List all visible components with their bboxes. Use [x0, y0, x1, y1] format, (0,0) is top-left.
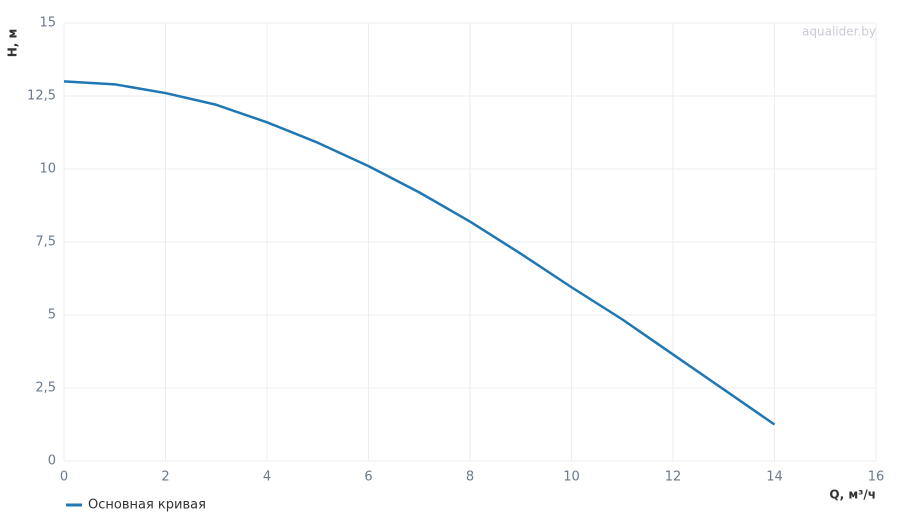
y-tick-label: 2,5 [35, 381, 56, 396]
x-axis-title: Q, м³/ч [829, 488, 876, 502]
watermark: aqualider.by [802, 25, 876, 39]
y-tick-label: 0 [48, 454, 56, 469]
x-tick-label: 4 [263, 470, 271, 485]
x-tick-label: 6 [364, 470, 372, 485]
series-line [63, 80, 776, 426]
x-tick-label: 8 [466, 470, 474, 485]
x-tick-label: 0 [60, 470, 68, 485]
x-tick-label: 10 [563, 470, 580, 485]
y-tick-label: 7,5 [35, 235, 56, 250]
x-tick-label: 12 [665, 470, 682, 485]
y-tick-label: 10 [39, 162, 56, 177]
y-axis-title: H, м [6, 29, 20, 58]
x-tick-label: 14 [766, 470, 783, 485]
x-tick-label: 16 [868, 470, 885, 485]
legend-label: Основная кривая [88, 498, 206, 513]
y-tick-label: 5 [48, 308, 56, 323]
y-tick-label: 15 [39, 16, 56, 31]
x-tick-label: 2 [161, 470, 169, 485]
y-tick-label: 12,5 [27, 89, 56, 104]
